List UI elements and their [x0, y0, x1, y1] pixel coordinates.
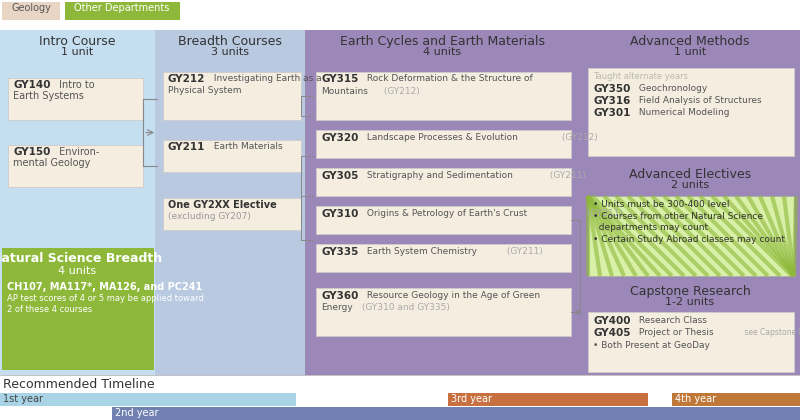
Text: GY400: GY400: [593, 316, 630, 326]
Bar: [0, 30, 155, 375]
Bar: [316, 206, 571, 234]
Text: Physical System: Physical System: [168, 86, 242, 95]
Text: departments may count: departments may count: [593, 223, 708, 232]
Text: Mountains: Mountains: [321, 87, 368, 96]
Bar: [316, 130, 571, 158]
Text: Field Analysis of Structures: Field Analysis of Structures: [636, 96, 762, 105]
Text: (GY310 and GY335): (GY310 and GY335): [359, 303, 450, 312]
Text: 4 units: 4 units: [58, 266, 96, 276]
Bar: [316, 244, 571, 272]
Text: 1st year: 1st year: [3, 394, 43, 404]
Text: Breadth Courses: Breadth Courses: [178, 35, 282, 48]
Text: Advanced Electives: Advanced Electives: [629, 168, 751, 181]
Text: • Courses from other Natural Science: • Courses from other Natural Science: [593, 212, 763, 221]
Text: Geochronology: Geochronology: [636, 84, 707, 93]
Text: Numerical Modeling: Numerical Modeling: [636, 108, 730, 117]
Bar: [448, 393, 648, 406]
Text: GY335: GY335: [321, 247, 358, 257]
Text: GY320: GY320: [321, 133, 358, 143]
Text: Earth System Chemistry: Earth System Chemistry: [364, 247, 477, 256]
Text: Environ-: Environ-: [56, 147, 99, 157]
Bar: [163, 140, 301, 172]
Text: Geology: Geology: [11, 3, 51, 13]
Text: GY316: GY316: [593, 96, 630, 106]
Text: AP test scores of 4 or 5 may be applied toward: AP test scores of 4 or 5 may be applied …: [7, 294, 204, 303]
Text: GY140: GY140: [13, 80, 50, 90]
Bar: [163, 198, 301, 230]
Text: (excluding GY207): (excluding GY207): [168, 212, 251, 221]
Text: 3 units: 3 units: [211, 47, 249, 57]
Text: Energy: Energy: [321, 303, 353, 312]
Text: 4 units: 4 units: [423, 47, 461, 57]
Text: (GY211): (GY211): [584, 209, 623, 218]
Text: Research Class: Research Class: [636, 316, 707, 325]
Text: One GY2XX Elective: One GY2XX Elective: [168, 200, 277, 210]
Text: 1 unit: 1 unit: [674, 47, 706, 57]
Bar: [588, 196, 794, 276]
Text: 2 of these 4 courses: 2 of these 4 courses: [7, 305, 92, 314]
Text: see Capstone Resources: see Capstone Resources: [742, 328, 800, 337]
Text: GY360: GY360: [321, 291, 358, 301]
Text: GY405: GY405: [593, 328, 630, 338]
Text: Earth Materials: Earth Materials: [211, 142, 282, 151]
Text: GY150: GY150: [13, 147, 50, 157]
Text: 4th year: 4th year: [675, 394, 716, 404]
Bar: [155, 30, 305, 375]
Text: Taught alternate years: Taught alternate years: [593, 72, 688, 81]
Text: • Both Present at GeoDay: • Both Present at GeoDay: [593, 341, 710, 350]
Bar: [580, 30, 800, 375]
Bar: [672, 393, 800, 406]
Text: 3rd year: 3rd year: [451, 394, 492, 404]
Bar: [8, 145, 143, 187]
Text: CH107, MA117*, MA126, and PC241: CH107, MA117*, MA126, and PC241: [7, 282, 202, 292]
Text: Recommended Timeline: Recommended Timeline: [3, 378, 154, 391]
Text: • Units must be 300-400 level: • Units must be 300-400 level: [593, 200, 730, 209]
Text: (GY211): (GY211): [504, 247, 543, 256]
Text: 1-2 units: 1-2 units: [666, 297, 714, 307]
Text: (GY211): (GY211): [547, 171, 586, 180]
Text: Landscape Processes & Evolution: Landscape Processes & Evolution: [364, 133, 518, 142]
Text: Investigating Earth as a: Investigating Earth as a: [211, 74, 322, 83]
Text: Project or Thesis: Project or Thesis: [636, 328, 714, 337]
Text: GY301: GY301: [593, 108, 630, 118]
Bar: [305, 30, 580, 375]
Text: Origins & Petrology of Earth's Crust: Origins & Petrology of Earth's Crust: [364, 209, 527, 218]
Text: GY310: GY310: [321, 209, 358, 219]
Bar: [316, 72, 571, 120]
Bar: [65, 2, 180, 20]
Text: Intro Course: Intro Course: [38, 35, 115, 48]
Text: 2 units: 2 units: [671, 180, 709, 190]
Text: GY212: GY212: [168, 74, 206, 84]
Text: mental Geology: mental Geology: [13, 158, 90, 168]
Text: GY211: GY211: [168, 142, 206, 152]
Text: • Certain Study Abroad classes may count: • Certain Study Abroad classes may count: [593, 235, 785, 244]
Text: Resource Geology in the Age of Green: Resource Geology in the Age of Green: [364, 291, 540, 300]
Bar: [316, 288, 571, 336]
Text: Earth Systems: Earth Systems: [13, 91, 84, 101]
Text: GY350: GY350: [593, 84, 630, 94]
Text: Capstone Research: Capstone Research: [630, 285, 750, 298]
Text: Earth Cycles and Earth Materials: Earth Cycles and Earth Materials: [339, 35, 545, 48]
Text: 1 unit: 1 unit: [61, 47, 93, 57]
Bar: [112, 407, 800, 420]
Text: Rock Deformation & the Structure of: Rock Deformation & the Structure of: [364, 74, 533, 83]
Text: 2nd year: 2nd year: [115, 408, 158, 418]
Text: Natural Science Breadth: Natural Science Breadth: [0, 252, 162, 265]
Bar: [588, 312, 794, 372]
Bar: [0, 393, 296, 406]
Text: GY315: GY315: [321, 74, 358, 84]
Bar: [588, 68, 794, 156]
Bar: [8, 78, 143, 120]
Text: Intro to: Intro to: [56, 80, 94, 90]
Bar: [163, 72, 301, 120]
Bar: [316, 168, 571, 196]
Text: Other Departments: Other Departments: [74, 3, 170, 13]
Text: (GY212): (GY212): [381, 87, 420, 96]
Bar: [2, 248, 154, 370]
Bar: [2, 2, 60, 20]
Text: Advanced Methods: Advanced Methods: [630, 35, 750, 48]
Text: GY305: GY305: [321, 171, 358, 181]
Text: Stratigraphy and Sedimentation: Stratigraphy and Sedimentation: [364, 171, 513, 180]
Text: (GY212): (GY212): [559, 133, 598, 142]
